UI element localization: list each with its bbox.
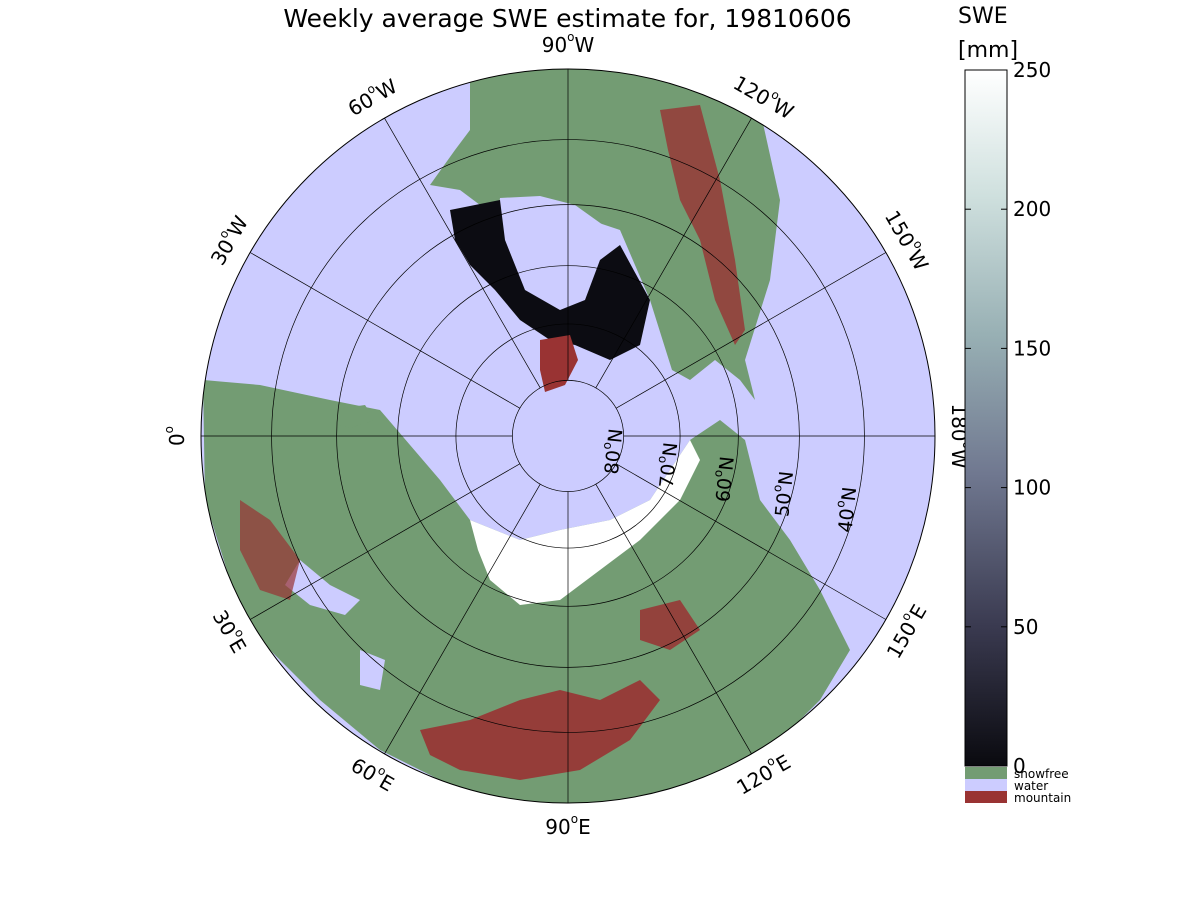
lon-label-90e: 90oE [545, 812, 590, 839]
greenland-mountain [540, 335, 578, 392]
colorbar-tick-100: 100 [965, 476, 1051, 500]
longitude-line--60 [384, 117, 541, 389]
lon-label-90w: 90oW [542, 30, 595, 57]
svg-text:90oW: 90oW [542, 30, 595, 57]
colorbar-tick-250: 250 [965, 58, 1051, 82]
colorbar-tick-150: 150 [965, 336, 1051, 360]
colorbar-label-swe: SWE [958, 4, 1008, 29]
caspian-sea [360, 650, 385, 690]
lat-label-40n: 40oN [831, 485, 862, 534]
land-layer [203, 69, 850, 803]
colorbar-gradient [964, 69, 1008, 767]
longitude-line-60 [384, 483, 541, 755]
lat-label-60n: 60oN [708, 455, 739, 503]
colorbar-tick-50: 50 [965, 615, 1038, 639]
colorbar-ticks: 0 50 100 150 200 250 [965, 58, 1051, 778]
svg-text:mountain: mountain [1014, 791, 1071, 805]
lon-label-0: 0o [162, 426, 189, 446]
svg-text:90oE: 90oE [545, 812, 590, 839]
longitude-line-150 [615, 463, 887, 620]
iceland [330, 405, 375, 428]
colorbar-tick-200: 200 [965, 197, 1051, 221]
legend-snowfree: snowfree [965, 767, 1069, 781]
longitude-line-30 [249, 463, 521, 620]
svg-text:200: 200 [1013, 197, 1051, 221]
svg-text:150: 150 [1013, 336, 1051, 360]
rockies-mountain [660, 105, 745, 345]
svg-text:50oN: 50oN [767, 470, 798, 518]
colorbar-label-unit: [mm] [958, 38, 1019, 63]
latitude-labels: 40oN 50oN 60oN 70oN 80oN [597, 427, 862, 534]
mongolia-mountain [640, 600, 700, 650]
graticule [201, 69, 935, 803]
svg-text:40oN: 40oN [831, 485, 862, 533]
legend-water: water [965, 779, 1048, 793]
arctic-deep-snow [450, 200, 650, 360]
legend-mountain: mountain [965, 791, 1071, 805]
svg-text:70oN: 70oN [652, 441, 683, 489]
map-title: Weekly average SWE estimate for, 1981060… [283, 4, 852, 33]
svg-text:80oN: 80oN [597, 427, 628, 475]
siberia-snow [470, 440, 700, 605]
colorbar-tick-0: 0 [965, 754, 1026, 778]
svg-text:water: water [1014, 779, 1048, 793]
lat-label-80n: 80oN [597, 427, 628, 476]
lat-label-70n: 70oN [652, 441, 683, 489]
map-boundary [200, 68, 936, 804]
longitude-line-120 [595, 483, 752, 755]
svg-text:100: 100 [1013, 476, 1051, 500]
longitude-line--30 [249, 252, 521, 409]
svg-text:60oN: 60oN [708, 455, 739, 503]
longitude-line--150 [615, 252, 887, 409]
svg-text:0o: 0o [162, 426, 189, 446]
svg-text:50: 50 [1013, 615, 1038, 639]
himalaya-mountain [420, 680, 660, 780]
longitude-line--120 [595, 117, 752, 389]
lat-label-50n: 50oN [767, 470, 798, 518]
svg-text:snowfree: snowfree [1014, 767, 1069, 781]
scandinavia-mountain [240, 500, 300, 600]
inland-sea [285, 560, 360, 615]
svg-text:0: 0 [1013, 754, 1026, 778]
svg-text:250: 250 [1013, 58, 1051, 82]
